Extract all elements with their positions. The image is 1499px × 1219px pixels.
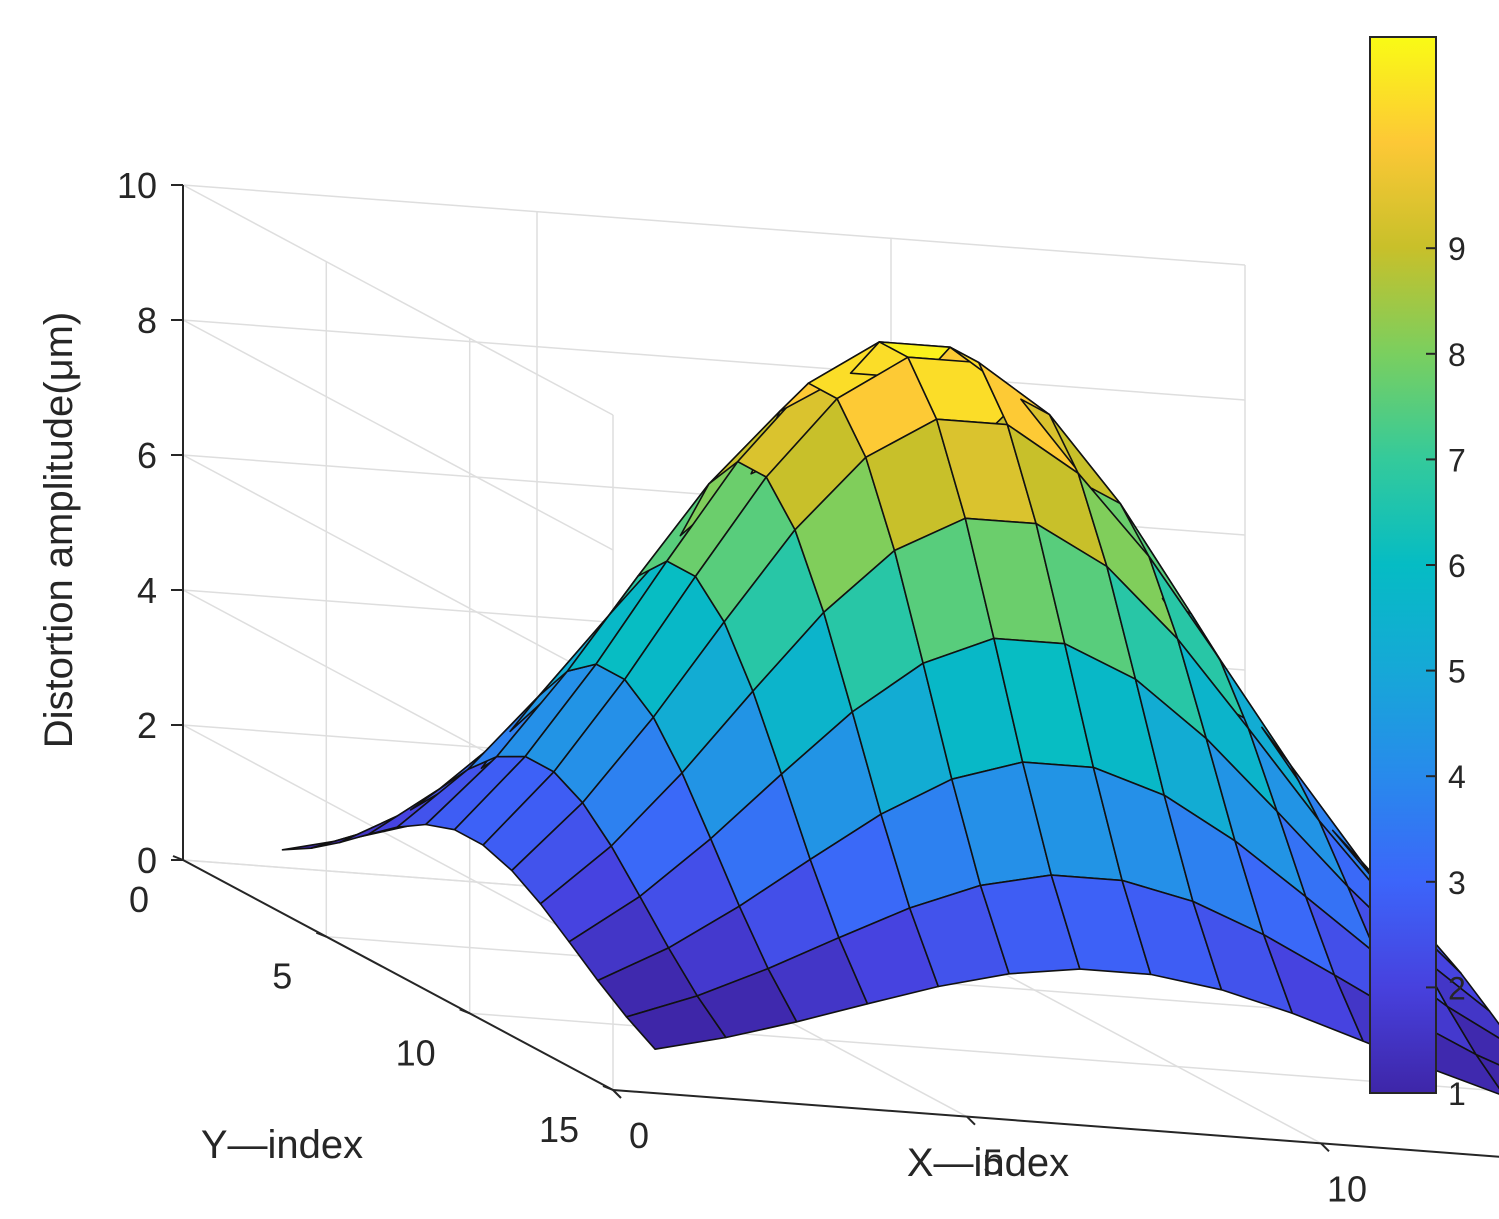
y-tick-mark xyxy=(172,855,184,861)
z-tick-label: 10 xyxy=(117,165,157,206)
surface-face xyxy=(1475,1053,1499,1090)
y-tick-label: 0 xyxy=(129,879,149,920)
x-axis-label: X—index xyxy=(907,1141,1069,1185)
surface-face xyxy=(1417,954,1499,1040)
y-axis-line xyxy=(182,859,614,1091)
grid-line-x xyxy=(182,185,614,1091)
x-tick-label: 5 xyxy=(983,1142,1003,1183)
z-tick-label: 6 xyxy=(137,435,157,476)
colorbar-tick-label: 2 xyxy=(1448,970,1466,1006)
colorbar-tick-label: 6 xyxy=(1448,548,1466,584)
y-tick-mark xyxy=(459,1008,471,1015)
grid-line-z xyxy=(182,184,1246,416)
z-axis-label: Distortion amplitude(μm) xyxy=(37,312,81,749)
y-tick-label: 15 xyxy=(539,1109,579,1150)
colorbar-gradient xyxy=(1369,36,1437,1094)
y-tick-label: 5 xyxy=(272,956,292,997)
y-tick-mark xyxy=(602,1085,614,1091)
x-tick-mark xyxy=(612,1089,622,1099)
x-tick-mark xyxy=(1320,1142,1330,1153)
colorbar-tick-label: 3 xyxy=(1448,865,1466,901)
z-tick-label: 2 xyxy=(137,705,157,746)
x-tick-label: 10 xyxy=(1327,1168,1367,1209)
colorbar-tick-label: 5 xyxy=(1448,654,1466,690)
x-axis-line xyxy=(612,1089,1499,1158)
y-tick-mark xyxy=(315,931,327,938)
colorbar-tick-label: 7 xyxy=(1448,442,1466,478)
tick-labels: 0246810051015051015 xyxy=(117,165,1367,1209)
colorbar-tick-label: 4 xyxy=(1448,759,1466,795)
surface-face xyxy=(1446,1005,1499,1066)
y-axis-label: Y—index xyxy=(201,1123,363,1167)
colorbar-tick-label: 9 xyxy=(1448,231,1466,267)
colorbar-tick-label: 1 xyxy=(1448,1076,1466,1112)
z-tick-label: 8 xyxy=(137,300,157,341)
x-tick-label: 0 xyxy=(629,1115,649,1156)
axes-lines xyxy=(171,184,1499,1158)
z-tick-label: 0 xyxy=(137,840,157,881)
x-tick-mark xyxy=(966,1115,976,1126)
colorbar-tick-label: 8 xyxy=(1448,337,1466,373)
y-tick-label: 10 xyxy=(396,1032,436,1073)
z-tick-label: 4 xyxy=(137,570,157,611)
colorbar: 1 2 3 4 5 6 7 8 9 xyxy=(1369,36,1466,1112)
surface-mesh xyxy=(281,341,1499,1095)
